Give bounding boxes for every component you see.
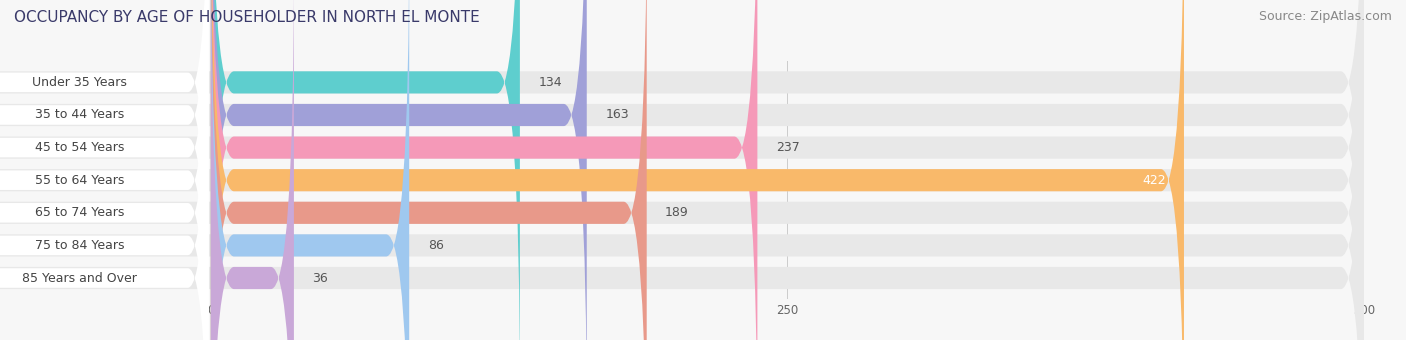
FancyBboxPatch shape xyxy=(211,0,294,340)
Text: Source: ZipAtlas.com: Source: ZipAtlas.com xyxy=(1258,10,1392,23)
FancyBboxPatch shape xyxy=(0,0,208,340)
Text: 75 to 84 Years: 75 to 84 Years xyxy=(35,239,124,252)
FancyBboxPatch shape xyxy=(0,0,1364,340)
FancyBboxPatch shape xyxy=(0,0,208,340)
FancyBboxPatch shape xyxy=(211,0,409,340)
Text: 163: 163 xyxy=(605,108,628,121)
Text: 35 to 44 Years: 35 to 44 Years xyxy=(35,108,124,121)
FancyBboxPatch shape xyxy=(0,0,1364,340)
FancyBboxPatch shape xyxy=(211,0,520,340)
Text: 422: 422 xyxy=(1142,174,1166,187)
Text: 134: 134 xyxy=(538,76,562,89)
FancyBboxPatch shape xyxy=(211,0,758,340)
Text: 36: 36 xyxy=(312,272,328,285)
Text: 85 Years and Over: 85 Years and Over xyxy=(22,272,136,285)
FancyBboxPatch shape xyxy=(0,0,1364,340)
FancyBboxPatch shape xyxy=(0,0,208,340)
Text: 237: 237 xyxy=(776,141,800,154)
Text: 55 to 64 Years: 55 to 64 Years xyxy=(35,174,124,187)
FancyBboxPatch shape xyxy=(0,0,1364,340)
FancyBboxPatch shape xyxy=(0,0,208,340)
FancyBboxPatch shape xyxy=(0,0,208,340)
FancyBboxPatch shape xyxy=(0,0,1364,340)
FancyBboxPatch shape xyxy=(0,0,1364,340)
Text: 86: 86 xyxy=(427,239,443,252)
Text: 65 to 74 Years: 65 to 74 Years xyxy=(35,206,124,219)
FancyBboxPatch shape xyxy=(0,0,1364,340)
FancyBboxPatch shape xyxy=(211,0,586,340)
Text: 189: 189 xyxy=(665,206,689,219)
FancyBboxPatch shape xyxy=(211,0,1184,340)
Text: 45 to 54 Years: 45 to 54 Years xyxy=(35,141,124,154)
Text: Under 35 Years: Under 35 Years xyxy=(32,76,127,89)
Text: OCCUPANCY BY AGE OF HOUSEHOLDER IN NORTH EL MONTE: OCCUPANCY BY AGE OF HOUSEHOLDER IN NORTH… xyxy=(14,10,479,25)
FancyBboxPatch shape xyxy=(211,0,647,340)
FancyBboxPatch shape xyxy=(0,0,208,340)
FancyBboxPatch shape xyxy=(0,0,208,340)
